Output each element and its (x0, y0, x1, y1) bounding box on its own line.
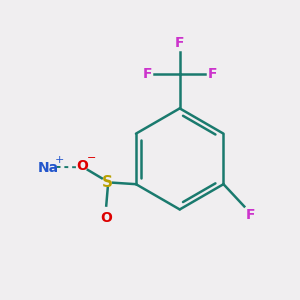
Text: F: F (142, 67, 152, 81)
Text: S: S (102, 175, 113, 190)
Text: +: + (55, 155, 64, 165)
Text: F: F (246, 208, 255, 222)
Text: F: F (207, 67, 217, 81)
Text: −: − (87, 153, 97, 163)
Text: F: F (175, 36, 184, 50)
Text: O: O (76, 159, 88, 173)
Text: O: O (100, 211, 112, 225)
Text: Na: Na (38, 161, 59, 175)
